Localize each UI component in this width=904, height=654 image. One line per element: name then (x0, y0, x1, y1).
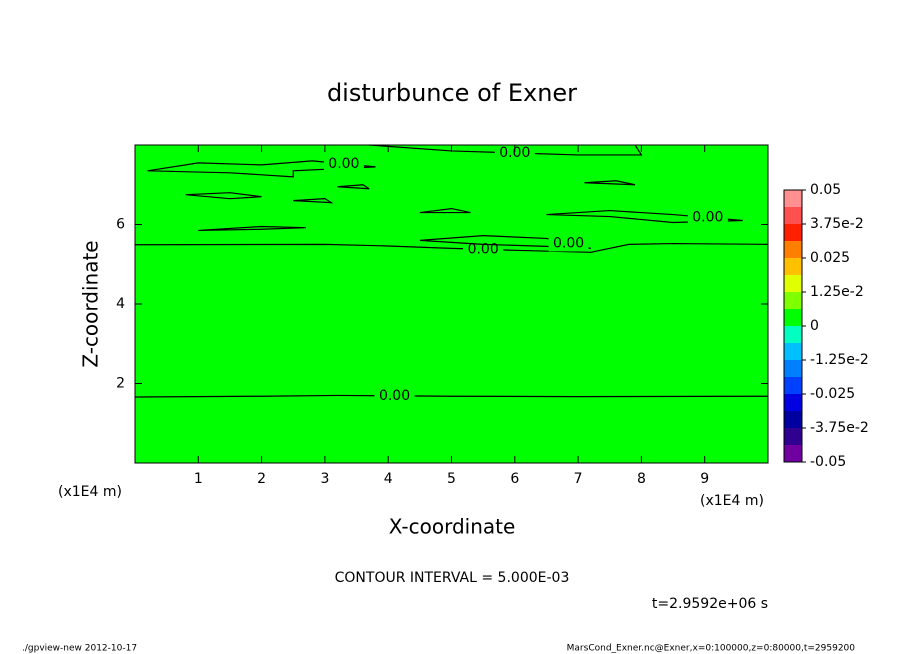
colorbar-band (784, 360, 802, 377)
contour-line (337, 184, 370, 190)
colorbar-label: 0 (810, 318, 819, 334)
x-unit: (x1E4 m) (58, 484, 122, 500)
colorbar-band (784, 343, 802, 360)
colorbar-label: -0.025 (810, 386, 855, 402)
colorbar-band (784, 445, 802, 462)
colorbar-band (784, 190, 802, 207)
x-tick-label: 1 (194, 471, 203, 487)
y-tick-label: 6 (116, 217, 125, 233)
x-axis-label: X-coordinate (389, 515, 516, 539)
x-tick-label: 4 (384, 471, 393, 487)
colorbar-label: 1.25e-2 (810, 284, 864, 300)
contour-line (134, 242, 769, 253)
x-unit: (x1E4 m) (700, 493, 764, 509)
colorbar-band (784, 207, 802, 224)
footer-right: MarsCond_Exner.nc@Exner,x=0:100000,z=0:8… (567, 644, 856, 654)
y-tick-label: 4 (116, 296, 125, 312)
contour-label: 0.00 (328, 156, 359, 172)
colorbar-band (784, 326, 802, 343)
contour-label-bg (548, 235, 589, 252)
contour-line (419, 235, 591, 249)
colorbar-band (784, 275, 802, 292)
x-tick-label: 3 (320, 471, 329, 487)
colorbar-label: -0.05 (810, 454, 846, 470)
colorbar-band (784, 224, 802, 241)
contour-line (198, 225, 306, 232)
colorbar-label: -1.25e-2 (810, 352, 869, 368)
contour-line (147, 160, 376, 178)
time-label: t=2.9592e+06 s (652, 596, 768, 612)
contour-label-bg (323, 155, 364, 172)
contour-label: 0.00 (692, 210, 723, 226)
contour-label-bg (494, 144, 535, 161)
chart-title: disturbunce of Exner (327, 79, 577, 107)
x-tick-label: 5 (447, 471, 456, 487)
y-tick-label: 2 (116, 376, 125, 392)
colorbar-band (784, 411, 802, 428)
contour-line (369, 144, 643, 156)
contour-line (546, 209, 743, 224)
contour-line (419, 207, 471, 214)
x-tick-label: 2 (257, 471, 266, 487)
colorbar-band (784, 377, 802, 394)
colorbar-band (784, 241, 802, 258)
y-axis-label: Z-coordinate (79, 240, 103, 367)
contour-label-bg (374, 387, 415, 404)
contour-line (185, 192, 262, 200)
contour-label: 0.00 (468, 241, 499, 257)
contour-line (584, 180, 636, 186)
x-tick-label: 9 (700, 471, 709, 487)
colorbar-label: 0.05 (810, 182, 841, 198)
contour-label-bg (687, 209, 728, 226)
x-tick-label: 6 (510, 471, 519, 487)
x-tick-label: 7 (574, 471, 583, 487)
contour-label-bg (463, 241, 504, 258)
colorbar-band (784, 292, 802, 309)
x-tick-label: 8 (637, 471, 646, 487)
colorbar-band (784, 428, 802, 445)
footer-left: ./gpview-new 2012-10-17 (22, 644, 137, 654)
colorbar-label: 3.75e-2 (810, 216, 864, 232)
colorbar-band (784, 394, 802, 411)
colorbar-band (784, 309, 802, 326)
contour-line (293, 198, 334, 204)
contour-label: 0.00 (499, 145, 530, 161)
colorbar-label: 0.025 (810, 250, 850, 266)
contour-interval: CONTOUR INTERVAL = 5.000E-03 (335, 570, 570, 586)
contour-label: 0.00 (379, 388, 410, 404)
colorbar-band (784, 258, 802, 275)
colorbar-label: -3.75e-2 (810, 420, 869, 436)
contour-label: 0.00 (553, 235, 584, 251)
